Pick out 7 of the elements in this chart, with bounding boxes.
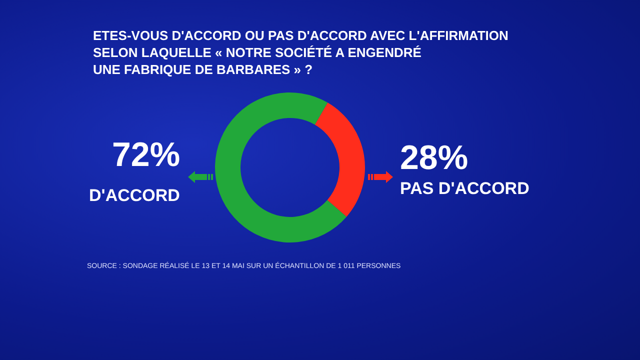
slice-label: D'ACCORD bbox=[89, 186, 180, 205]
legend-label: PAS D'ACCORD bbox=[400, 179, 530, 198]
chart-title: ETES-VOUS D'ACCORD OU PAS D'ACCORD AVEC L'AFFIRMATION SELON LAQUELLE « NOTRE SOCIÉTÉ A ENGENDRÉ UNE FABRIQUE DE BARBARES » ? bbox=[93, 28, 508, 77]
data-label: 28% bbox=[400, 139, 468, 177]
donut-slice bbox=[314, 102, 365, 217]
data-label: 72% bbox=[112, 136, 180, 174]
donut-slice bbox=[215, 92, 347, 242]
